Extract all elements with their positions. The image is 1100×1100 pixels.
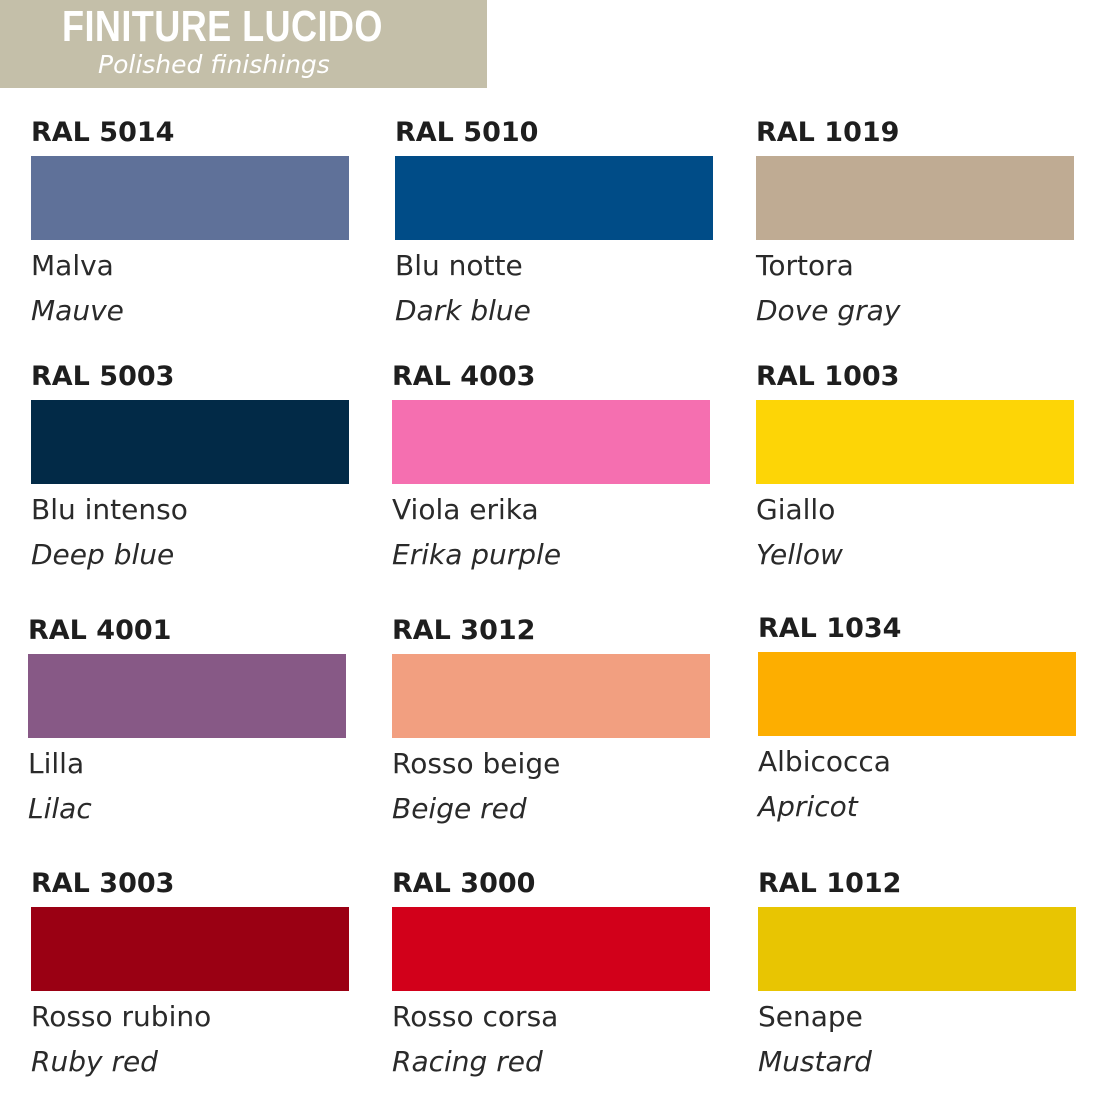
color-name-italian: Lilla [28, 747, 85, 780]
ral-code: RAL 5003 [31, 361, 175, 392]
color-swatch [392, 400, 710, 484]
ral-code: RAL 3000 [392, 868, 536, 899]
color-swatch [28, 654, 346, 738]
page-subtitle: Polished finishings [98, 50, 330, 79]
color-name-italian: Rosso corsa [392, 1000, 559, 1033]
color-swatch-card: RAL 3012 Rosso beige Beige red [392, 612, 712, 828]
color-name-english: Racing red [392, 1045, 543, 1078]
color-name-italian: Viola erika [392, 493, 539, 526]
ral-code: RAL 1012 [758, 868, 902, 899]
color-name-italian: Blu notte [395, 249, 523, 282]
color-swatch [758, 907, 1076, 991]
color-swatch [31, 156, 349, 240]
color-swatch [392, 907, 710, 991]
color-swatch-card: RAL 1003 Giallo Yellow [756, 358, 1076, 574]
color-name-english: Erika purple [392, 538, 562, 571]
ral-code: RAL 1003 [756, 361, 900, 392]
color-name-english: Dark blue [395, 294, 531, 327]
color-swatch-card: RAL 4003 Viola erika Erika purple [392, 358, 712, 574]
color-name-english: Mauve [31, 294, 124, 327]
ral-code: RAL 1019 [756, 117, 900, 148]
color-swatch-card: RAL 5003 Blu intenso Deep blue [31, 358, 351, 574]
color-swatch [758, 652, 1076, 736]
color-name-italian: Giallo [756, 493, 836, 526]
color-name-italian: Rosso beige [392, 747, 561, 780]
color-name-english: Mustard [758, 1045, 872, 1078]
color-name-english: Ruby red [31, 1045, 158, 1078]
color-swatch [31, 400, 349, 484]
color-swatch [392, 654, 710, 738]
ral-code: RAL 4003 [392, 361, 536, 392]
color-name-english: Apricot [758, 790, 858, 823]
color-name-italian: Blu intenso [31, 493, 188, 526]
color-name-english: Deep blue [31, 538, 175, 571]
ral-code: RAL 4001 [28, 615, 172, 646]
color-swatch-card: RAL 1034 Albicocca Apricot [758, 610, 1078, 826]
ral-code: RAL 3012 [392, 615, 536, 646]
color-swatch-card: RAL 5014 Malva Mauve [31, 114, 351, 330]
color-name-italian: Rosso rubino [31, 1000, 212, 1033]
color-swatch-card: RAL 3003 Rosso rubino Ruby red [31, 865, 351, 1081]
page-title: FINITURE LUCIDO [62, 2, 383, 51]
ral-code: RAL 1034 [758, 613, 902, 644]
color-name-italian: Tortora [756, 249, 854, 282]
ral-code: RAL 5010 [395, 117, 539, 148]
color-name-english: Yellow [756, 538, 843, 571]
color-swatch [756, 156, 1074, 240]
color-swatch-card: RAL 1012 Senape Mustard [758, 865, 1078, 1081]
color-swatch [756, 400, 1074, 484]
color-swatch [395, 156, 713, 240]
color-name-italian: Senape [758, 1000, 863, 1033]
header-banner: FINITURE LUCIDO Polished finishings [0, 0, 487, 88]
color-swatch-card: RAL 5010 Blu notte Dark blue [395, 114, 715, 330]
color-name-english: Lilac [28, 792, 92, 825]
color-name-english: Beige red [392, 792, 527, 825]
ral-code: RAL 5014 [31, 117, 175, 148]
color-swatch [31, 907, 349, 991]
color-swatch-card: RAL 1019 Tortora Dove gray [756, 114, 1076, 330]
color-swatch-card: RAL 3000 Rosso corsa Racing red [392, 865, 712, 1081]
ral-code: RAL 3003 [31, 868, 175, 899]
color-name-italian: Albicocca [758, 745, 891, 778]
color-name-italian: Malva [31, 249, 114, 282]
color-name-english: Dove gray [756, 294, 901, 327]
color-swatch-card: RAL 4001 Lilla Lilac [28, 612, 348, 828]
